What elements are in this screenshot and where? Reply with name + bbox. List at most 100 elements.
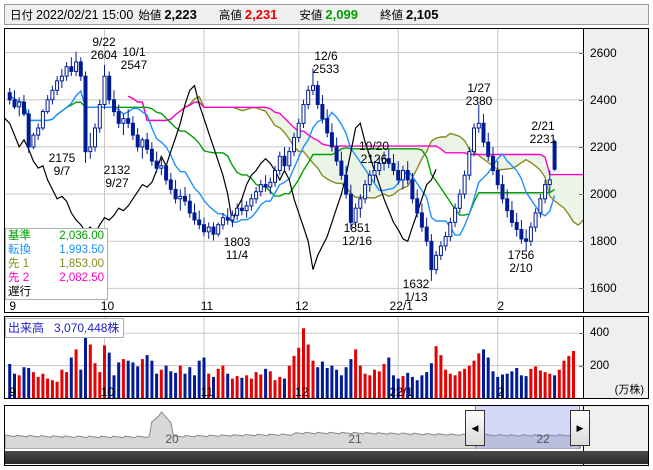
annotation-low-0907: 2175 9/7 [49,152,76,177]
legend-row-0: 基準 2,036.00 [6,229,107,243]
navigator-right-handle[interactable]: ▶ [570,410,590,446]
legend-name: 先 2 [8,272,30,284]
left-arrow-icon: ◀ [471,422,479,433]
navigator-overview-plot[interactable] [5,406,583,449]
date-label: 日付 [10,9,33,22]
x-tick-22/1: 22/1 [389,299,413,313]
annotation-value: 1632 [402,277,430,291]
x-tick-12: 12 [295,299,309,313]
annotation-date: 12/6 [314,49,338,63]
annotation-value: 2126 [360,151,388,166]
volume-value: 3,070,448株 [54,321,120,335]
horizontal-scrollbar-track[interactable] [5,451,648,464]
volume-axis: (万株) 400 200 [579,317,648,398]
price-tick-2200: 2200 [590,139,617,154]
x-tick-10: 10 [100,385,115,399]
legend-row-3: 先 2 2,082.50 [6,271,107,285]
annotation-value: 2380 [465,93,493,108]
legend-row-2: 先 1 1,853.00 [6,257,107,271]
price-tick-mark [579,241,584,243]
legend-name: 遅行 [8,286,31,298]
low-segment: 安値 2,099 [299,7,358,23]
price-tick-mark [579,194,584,196]
annotation-value: 2175 [48,151,76,165]
navigator-year-20: 20 [165,432,179,446]
legend-name: 転換 [8,244,31,256]
navigator-left-handle[interactable]: ◀ [465,410,485,446]
navigator-year-22: 22 [536,432,550,446]
annotation-date: 10/1 [122,45,146,59]
annotation-date: 2/10 [509,260,533,275]
price-tick-mark [579,146,584,148]
price-tick-1600: 1600 [590,281,617,296]
close-segment: 終値 2,105 [380,7,439,23]
price-axis: 2600 2400 2200 2000 1800 1600 [579,29,648,312]
price-tick-mark [579,52,584,54]
annotation-date: 12/16 [341,233,373,248]
annotation-value: 2533 [312,61,340,76]
legend-row-1: 転換 1,993.50 [6,243,107,257]
annotation-value: 2604 [90,47,118,62]
annotation-value: 2231 [529,131,557,146]
legend-name: 基準 [8,230,31,242]
annotation-date: 9/7 [53,163,71,178]
annotation-low-1104: 1803 11/4 [224,236,251,261]
ichimoku-legend: 基準 2,036.00 転換 1,993.50 先 1 1,853.00 先 2 2,082.… [5,228,108,300]
legend-row-4: 遅行 [6,285,107,299]
annotation-low-0210: 1756 2/10 [508,249,535,274]
annotation-value: 2547 [120,57,148,72]
x-tick-12: 12 [295,385,309,399]
x-tick-2: 2 [497,299,505,313]
annotation-low-0927: 2132 9/27 [104,164,131,189]
price-tick-mark [579,99,584,101]
annotation-date: 2/21 [531,119,555,133]
annotation-date: 11/4 [225,247,249,262]
legend-value: 1,993.50 [59,244,104,256]
annotation-date: 1/13 [404,289,428,304]
x-tick-11: 11 [200,299,214,313]
annotation-value: 1756 [507,248,535,262]
navigator-selection-range[interactable] [475,406,580,449]
low-label: 安値 [299,9,323,22]
x-tick-9: 9 [9,299,17,313]
price-x-axis: 9 10 11 12 22/1 2 [4,299,649,315]
legend-value: 1,853.00 [59,258,104,270]
price-tick-2600: 2600 [590,45,617,60]
open-label: 始値 [138,9,162,22]
x-tick-11: 11 [200,385,214,399]
annotation-low-1216: 1851 12/16 [342,222,372,247]
annotation-high-0922: 9/22 2604 [91,36,118,61]
volume-x-axis: 9 10 11 12 22/1 2 [4,385,649,401]
x-tick-9: 9 [9,385,17,399]
annotation-date: 1/27 [467,81,491,95]
x-tick-22/1: 22/1 [389,385,413,399]
x-tick-10: 10 [100,299,115,313]
price-tick-2000: 2000 [590,187,617,202]
volume-tick-mark [579,365,584,367]
date-segment: 日付 2022/02/21 15:00 [5,7,133,23]
x-tick-2: 2 [497,385,505,399]
volume-label: 出来高 [8,321,45,335]
volume-readout: 出来高 3,070,448株 [5,318,125,338]
price-tick-1800: 1800 [590,234,617,249]
price-tick-2400: 2400 [590,92,617,107]
close-label: 終値 [379,9,403,22]
annotation-low-0113: 1632 1/13 [403,278,430,303]
navigator-svg [5,411,581,449]
annotation-high-0221: 2/21 2231 [530,120,557,145]
low-value: 2,099 [325,6,358,22]
range-navigator[interactable]: ◀ ▶ [4,405,649,466]
close-value: 2,105 [405,6,439,22]
volume-tick-400: 400 [590,327,610,340]
annotation-value: 1851 [343,221,371,235]
date-value: 2022/02/21 15:00 [36,7,134,22]
high-label: 高値 [218,9,242,22]
annotation-date: 9/22 [92,35,116,49]
annotation-high-1020: 10/20 2126 [359,140,389,165]
quote-header-bar: 日付 2022/02/21 15:00 始値 2,223 高値 2,231 安値… [4,4,649,25]
legend-name: 先 1 [8,258,30,270]
annotation-date: 9/27 [105,175,129,190]
volume-unit-label: (万株) [614,384,644,396]
annotation-value: 2132 [103,163,131,177]
high-segment: 高値 2,231 [219,7,278,23]
